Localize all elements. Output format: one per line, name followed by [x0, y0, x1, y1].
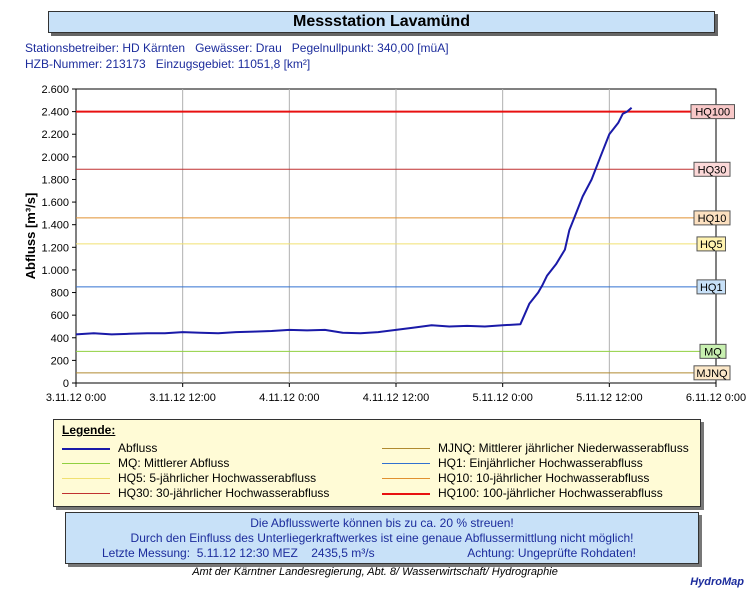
discharge-chart: MJNQ MQ HQ1 HQ5 HQ10 HQ30 HQ100 0 200 400 600 800 1… — [23, 84, 746, 404]
legend-swatch — [62, 448, 110, 450]
y-tick-label: 600 — [51, 310, 69, 322]
legend-swatch — [382, 448, 430, 449]
note-line1: Die Abflusswerte können bis zu ca. 20 % … — [250, 516, 514, 530]
legend-label: HQ100: 100-jährlicher Hochwasserabfluss — [438, 486, 663, 500]
y-axis-label: Abfluss [m³/s] — [23, 193, 38, 280]
legend-swatch — [382, 463, 430, 464]
y-tick-label: 1.000 — [41, 265, 69, 277]
legend-label: Abfluss — [118, 441, 158, 455]
y-tick-label: 400 — [51, 333, 69, 345]
y-tick-label: 2.600 — [41, 84, 69, 96]
legend-label: HQ5: 5-jährlicher Hochwasserabfluss — [118, 471, 317, 485]
x-tick-label: 4.11.12 0:00 — [259, 392, 319, 404]
series-layer — [75, 106, 633, 336]
raw-data-warning: Achtung: Ungeprüfte Rohdaten! — [467, 546, 636, 560]
legend-swatch — [62, 478, 110, 479]
chart-title: Messstation Lavamünd — [48, 11, 715, 33]
last-measurement: Letzte Messung: 5.11.12 12:30 MEZ 2435,5… — [102, 546, 375, 560]
y-tick-label: 1.200 — [41, 242, 69, 254]
ref-badge-hq5 — [696, 236, 726, 252]
legend-label: MQ: Mittlerer Abfluss — [118, 456, 230, 470]
ref-badge-hq10 — [693, 210, 731, 226]
x-tick-label: 3.11.12 0:00 — [46, 392, 106, 404]
source-footer: Amt der Kärntner Landesregierung, Abt. 8… — [192, 566, 558, 578]
ref-label-mjnq: MJNQ — [696, 368, 728, 380]
ref-label-mq: MQ — [704, 346, 722, 358]
ref-badge-hq30 — [693, 161, 731, 177]
y-tick-label: 2.200 — [41, 129, 69, 141]
ref-label-hq10: HQ10 — [698, 213, 727, 225]
legend-label: MJNQ: Mittlerer jährlicher Niederwassera… — [438, 441, 689, 455]
x-tick-label: 5.11.12 12:00 — [576, 392, 642, 404]
y-tick-label: 800 — [51, 288, 69, 300]
y-tick-label: 1.600 — [41, 197, 69, 209]
legend-title: Legende: — [62, 423, 116, 437]
y-tick-label: 1.800 — [41, 174, 69, 186]
ref-badge-hq100 — [690, 104, 735, 120]
x-tick-label: 6.11.12 0:00 — [686, 392, 746, 404]
station-info-line2: HZB-Nummer: 213173 Einzugsgebiet: 11051,… — [25, 57, 311, 71]
ref-badge-mq — [699, 343, 727, 359]
y-tick-label: 2.400 — [41, 107, 69, 119]
y-tick-label: 200 — [51, 355, 69, 367]
y-tick-label: 0 — [63, 378, 69, 390]
legend: Legende: Abfluss MJNQ: Mittlerer jährlich… — [53, 419, 701, 507]
station-info-line1: Stationsbetreiber: HD Kärnten Gewässer: … — [25, 41, 449, 55]
x-tick-label: 4.11.12 12:00 — [363, 392, 429, 404]
legend-label: HQ10: 10-jährlicher Hochwasserabfluss — [438, 471, 650, 485]
x-tick-label: 5.11.12 0:00 — [472, 392, 532, 404]
x-tick-label: 3.11.12 12:00 — [149, 392, 215, 404]
ref-badge-mjnq — [693, 365, 731, 381]
legend-swatch — [62, 493, 110, 494]
legend-label: HQ30: 30-jährlicher Hochwasserabfluss — [118, 486, 330, 500]
grid — [182, 89, 610, 383]
legend-swatch — [62, 463, 110, 464]
y-tick-label: 2.000 — [41, 152, 69, 164]
note-line2: Durch den Einfluss des Unterliegerkraftw… — [130, 531, 634, 545]
series-line-abfluss — [75, 106, 633, 336]
ref-label-hq100: HQ100 — [695, 107, 730, 119]
legend-swatch — [382, 478, 430, 479]
ref-badge-hq1 — [696, 279, 726, 295]
y-axis: 0 200 400 600 800 1.000 1.200 1.400 1.600 1.800 2.… — [41, 84, 76, 390]
y-tick-label: 1.400 — [41, 220, 69, 232]
ref-label-hq5: HQ5 — [700, 239, 723, 251]
x-axis: 3.11.12 0:00 3.11.12 12:00 4.11.12 0:00 4.1… — [46, 383, 746, 404]
ref-label-hq1: HQ1 — [700, 282, 723, 294]
reference-lines: MJNQ MQ HQ1 HQ5 HQ10 HQ30 HQ100 — [76, 104, 735, 381]
ref-label-hq30: HQ30 — [698, 164, 727, 176]
info-note: Die Abflusswerte können bis zu ca. 20 % … — [65, 512, 699, 564]
legend-label: HQ1: Einjährlicher Hochwasserabfluss — [438, 456, 643, 470]
hydromap-logo: HydroMap — [690, 576, 744, 588]
legend-swatch — [382, 493, 430, 495]
